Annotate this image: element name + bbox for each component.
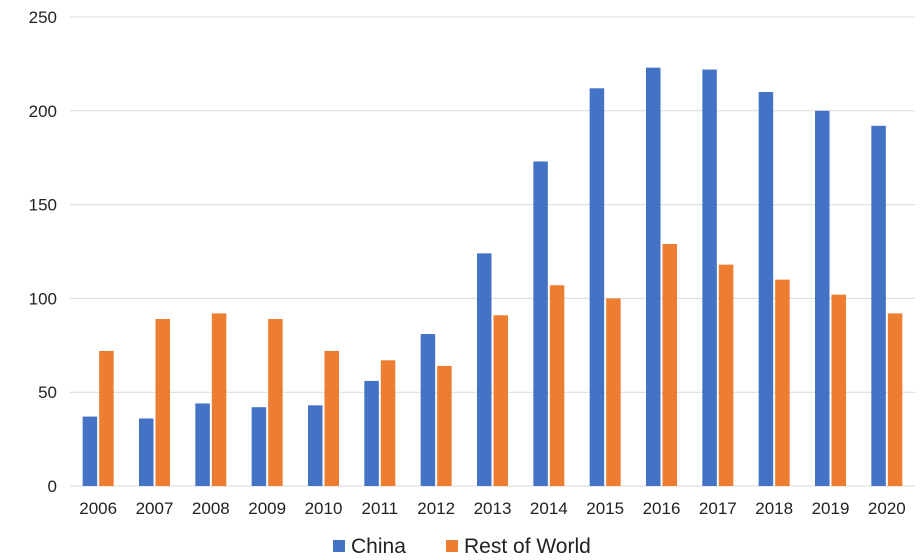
x-tick-label: 2008 [192, 499, 230, 518]
bar-china-2017 [702, 69, 717, 486]
y-tick-label: 0 [48, 477, 57, 496]
x-tick-label: 2010 [305, 499, 343, 518]
x-tick-label: 2009 [248, 499, 286, 518]
x-tick-label: 2017 [699, 499, 737, 518]
x-tick-label: 2016 [643, 499, 681, 518]
bar-china-2008 [195, 403, 210, 486]
bar-rest-of-world-2019 [831, 294, 846, 486]
legend: China Rest of World [333, 535, 591, 558]
bar-rest-of-world-2014 [549, 285, 565, 486]
bar-china-2012 [420, 334, 436, 486]
bar-china-2019 [815, 110, 830, 487]
bar-china-2020 [871, 125, 886, 487]
legend-label: China [351, 535, 406, 558]
y-axis-ticks: 0 50 100 150 200 250 [29, 8, 57, 496]
x-tick-label: 2012 [417, 499, 455, 518]
bar-rest-of-world-2020 [887, 313, 903, 486]
bar-china-2010 [308, 405, 323, 486]
bar-rest-of-world-2009 [268, 319, 283, 486]
legend-swatch-rest-of-world [446, 540, 458, 552]
y-tick-label: 100 [29, 289, 57, 308]
bar-rest-of-world-2015 [606, 298, 621, 486]
x-tick-label: 2014 [530, 499, 568, 518]
y-tick-label: 150 [29, 196, 57, 215]
x-tick-label: 2007 [136, 499, 174, 518]
bar-rest-of-world-2007 [155, 319, 170, 486]
bar-china-2009 [251, 407, 267, 486]
bar-rest-of-world-2016 [662, 243, 677, 486]
bar-china-2014 [533, 161, 548, 486]
bar-rest-of-world-2006 [99, 350, 114, 486]
bar-rest-of-world-2008 [211, 313, 227, 486]
x-tick-label: 2013 [474, 499, 512, 518]
legend-label: Rest of World [464, 535, 591, 558]
bar-rest-of-world-2017 [718, 264, 734, 486]
bar-china-2007 [139, 418, 154, 486]
bar-china-2016 [646, 67, 661, 486]
x-tick-label: 2015 [586, 499, 624, 518]
gridlines [70, 16, 915, 487]
x-tick-label: 2006 [79, 499, 117, 518]
bar-rest-of-world-2010 [324, 350, 339, 486]
y-tick-label: 250 [29, 8, 57, 27]
bar-rest-of-world-2018 [775, 279, 790, 486]
x-tick-label: 2020 [868, 499, 906, 518]
legend-swatch-china [333, 540, 345, 552]
y-tick-label: 200 [29, 102, 57, 121]
bar-china-2013 [477, 253, 492, 486]
y-tick-label: 50 [38, 383, 57, 402]
bar-rest-of-world-2013 [493, 315, 508, 486]
bar-rest-of-world-2011 [380, 360, 396, 486]
bar-rest-of-world-2012 [437, 365, 452, 486]
x-tick-label: 2018 [755, 499, 793, 518]
bars [82, 67, 903, 487]
bar-china-2006 [82, 416, 98, 486]
bar-china-2011 [364, 380, 379, 486]
bar-china-2018 [758, 92, 774, 486]
x-tick-label: 2011 [362, 499, 399, 518]
x-tick-label: 2019 [812, 499, 850, 518]
x-axis-ticks: 2006 2007 2008 2009 2010 2011 2012 2013 2014 2015… [79, 499, 905, 518]
bar-china-2015 [589, 88, 605, 487]
